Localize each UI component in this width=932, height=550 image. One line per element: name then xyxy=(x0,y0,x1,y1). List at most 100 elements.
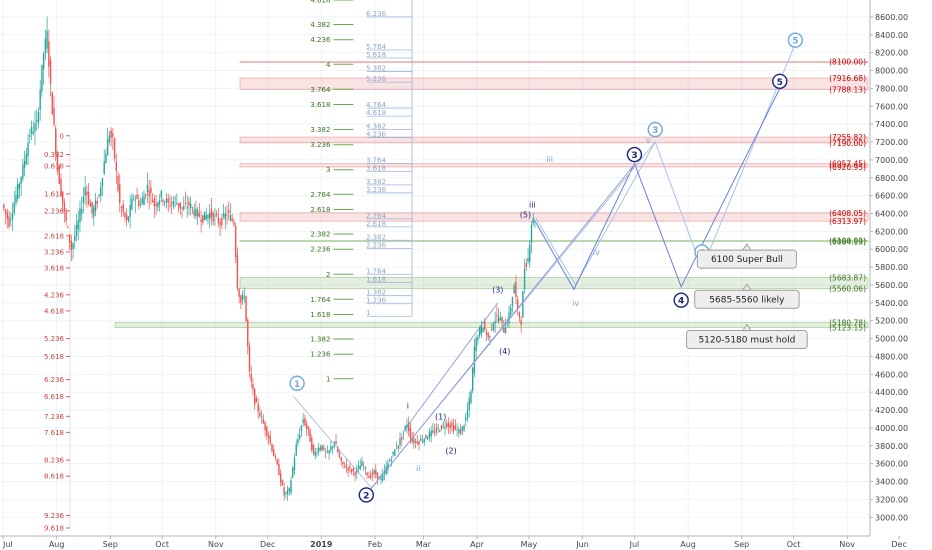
candle-body-180 xyxy=(314,451,316,456)
price-tick-label-28: 3000.00 xyxy=(875,513,908,522)
candle-body-253 xyxy=(440,425,443,430)
time-tick-label-16: Nov xyxy=(839,540,855,549)
wave-label-7: (4) xyxy=(499,347,510,356)
price-tick-label-4: 7800.00 xyxy=(875,84,908,93)
candle-body-247 xyxy=(430,430,432,437)
candle-body-80 xyxy=(141,198,143,204)
fib-left-label-19: 9.618 xyxy=(44,525,64,533)
candle-body-159 xyxy=(278,463,280,475)
candle-body-156 xyxy=(273,449,275,457)
candle-body-58 xyxy=(103,161,105,174)
price-axis[interactable]: 8600.00 8400.00 8200.00 8000.00 7800.00 7600.… xyxy=(869,0,932,550)
fib-left-label-2: 0.618 xyxy=(44,163,64,171)
candle-body-306 xyxy=(532,217,534,224)
candle-body-167 xyxy=(292,467,294,478)
fib-right-label-7: 3.382 xyxy=(310,126,330,134)
candle-body-97 xyxy=(170,202,173,204)
candle-body-270 xyxy=(470,391,472,404)
candle-body-111 xyxy=(195,208,197,217)
candle-body-54 xyxy=(96,201,98,204)
time-tick-label-5: Dec xyxy=(260,540,275,549)
candle-body-98 xyxy=(172,201,175,207)
candle-body-99 xyxy=(174,198,176,199)
candle-body-18 xyxy=(34,123,36,132)
candle-body-15 xyxy=(29,135,31,137)
candle-body-138 xyxy=(241,294,244,300)
gridlines xyxy=(0,0,900,536)
fib-right-label-14: 2 xyxy=(326,271,330,279)
candle-body-24 xyxy=(44,38,47,54)
candle-body-185 xyxy=(323,447,325,450)
candle-body-20 xyxy=(37,111,40,124)
candle-body-78 xyxy=(138,200,140,206)
candle-body-115 xyxy=(202,215,204,224)
fib-left-label-6: 3.236 xyxy=(44,248,65,256)
candle-body-59 xyxy=(105,154,107,164)
candle-body-49 xyxy=(87,191,90,204)
zone-label-4-0: (6408.05) xyxy=(829,209,866,218)
time-axis[interactable]: Jul Aug Sep Oct Nov Dec 2019 Feb Mar Apr May Jun Jul… xyxy=(0,535,932,550)
candle-body-8 xyxy=(16,183,19,200)
candle-body-164 xyxy=(286,489,289,495)
candle-body-289 xyxy=(503,327,505,333)
candle-body-37 xyxy=(67,226,69,228)
time-tick-label-15: Oct xyxy=(787,540,801,549)
price-candles xyxy=(3,16,536,501)
wave-circle-0 xyxy=(289,375,305,391)
candle-body-73 xyxy=(129,204,131,217)
annotation-boxes: 6100 Super Bull 5685-5560 likely 5120-5180… xyxy=(686,243,808,349)
candle-body-153 xyxy=(267,434,270,439)
candle-body-40 xyxy=(72,243,74,249)
candle-body-102 xyxy=(179,202,182,209)
candle-body-126 xyxy=(221,217,223,226)
candle-body-198 xyxy=(345,464,348,468)
fib-faint-label-20: 1.236 xyxy=(366,297,387,305)
candle-body-116 xyxy=(203,211,206,221)
candle-body-271 xyxy=(471,367,474,391)
candle-body-120 xyxy=(210,208,213,218)
candle-body-237 xyxy=(413,438,415,444)
candle-body-0 xyxy=(3,204,5,209)
candle-body-299 xyxy=(520,320,522,325)
candle-body-290 xyxy=(504,327,507,334)
candle-body-202 xyxy=(352,468,355,471)
fib-left-label-15: 7.618 xyxy=(44,429,64,437)
zone-label-7-1: (5123.15) xyxy=(829,324,866,333)
fib-faint-label-10: 3.618 xyxy=(366,165,386,173)
candle-body-300 xyxy=(522,291,524,318)
candle-body-130 xyxy=(228,210,230,214)
price-tick-label-14: 5800.00 xyxy=(875,263,908,272)
annotation-text-0: 6100 Super Bull xyxy=(711,255,783,265)
candle-body-293 xyxy=(510,307,512,315)
candle-body-196 xyxy=(342,461,344,465)
time-tick-label-7: Feb xyxy=(368,540,382,549)
candle-body-168 xyxy=(293,458,296,471)
price-tick-label-18: 5000.00 xyxy=(875,335,908,344)
candle-body-25 xyxy=(46,30,48,49)
candle-body-128 xyxy=(224,213,226,220)
wave-label-6: (3) xyxy=(492,285,503,294)
candle-body-297 xyxy=(516,299,519,308)
fib-faint-label-0: 6.236 xyxy=(366,10,387,18)
zone-label-6-1: (5560.06) xyxy=(829,285,866,294)
fib-faint-label-2: 5.618 xyxy=(366,51,386,59)
price-tick-label-12: 6200.00 xyxy=(875,227,908,236)
candle-body-22 xyxy=(41,64,43,92)
candle-body-16 xyxy=(30,126,33,134)
price-tick-label-22: 4200.00 xyxy=(875,406,908,415)
price-tick-label-25: 3600.00 xyxy=(875,460,908,469)
candle-body-190 xyxy=(331,446,334,448)
candle-body-124 xyxy=(217,217,220,224)
trendline-lower xyxy=(369,164,635,491)
price-tick-label-21: 4400.00 xyxy=(875,388,908,397)
candle-body-266 xyxy=(463,425,465,431)
fib-faint-label-21: 1 xyxy=(366,309,370,317)
candle-body-101 xyxy=(177,203,180,207)
candle-body-275 xyxy=(478,327,481,336)
candle-body-239 xyxy=(416,441,419,444)
candle-body-33 xyxy=(60,178,62,196)
candle-body-294 xyxy=(511,297,514,306)
projection-light-path xyxy=(535,43,796,287)
price-tick-label-16: 5400.00 xyxy=(875,299,908,308)
